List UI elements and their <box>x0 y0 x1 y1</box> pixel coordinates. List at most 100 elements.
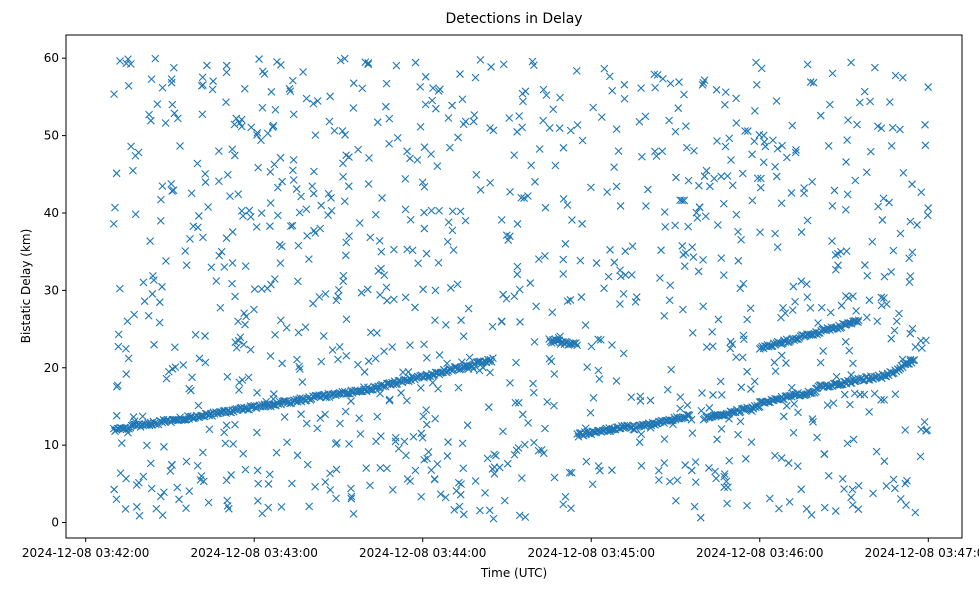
data-point <box>185 487 194 496</box>
data-point <box>332 465 341 474</box>
data-point <box>825 100 834 109</box>
data-point <box>243 405 252 414</box>
data-point <box>197 472 206 480</box>
data-point <box>743 501 751 510</box>
data-point <box>310 167 318 176</box>
data-point <box>847 371 856 379</box>
data-point <box>519 97 527 106</box>
data-point <box>567 504 575 513</box>
data-point <box>135 511 144 520</box>
data-point <box>695 203 704 211</box>
data-point <box>518 123 527 132</box>
data-point <box>309 189 318 198</box>
data-point <box>227 408 236 417</box>
data-point <box>844 294 853 302</box>
data-point <box>814 319 822 327</box>
data-point <box>111 203 119 212</box>
data-point <box>485 506 494 515</box>
data-point <box>282 323 291 332</box>
data-point <box>722 477 731 486</box>
data-point <box>696 513 705 522</box>
data-point <box>450 505 459 514</box>
data-point <box>687 415 696 424</box>
data-point <box>403 475 412 483</box>
data-point <box>244 373 253 382</box>
data-point <box>349 79 358 88</box>
data-point <box>694 181 703 190</box>
data-point <box>250 305 258 314</box>
x-tick-label: 2024-12-08 03:46:00 <box>696 546 823 560</box>
data-point <box>382 283 391 292</box>
data-point <box>231 292 239 301</box>
data-point <box>417 492 426 501</box>
data-point <box>700 76 709 85</box>
data-point <box>534 255 543 264</box>
data-point <box>616 202 625 210</box>
data-point <box>371 210 380 219</box>
data-point <box>457 358 466 367</box>
data-point <box>361 58 370 67</box>
data-point <box>761 142 770 151</box>
data-point <box>458 95 467 104</box>
data-point <box>303 460 312 469</box>
data-point <box>341 251 350 260</box>
data-point <box>333 438 341 447</box>
data-point <box>671 496 680 505</box>
data-point <box>148 421 156 429</box>
data-point <box>777 351 786 360</box>
data-point <box>471 73 480 82</box>
data-point <box>539 85 548 94</box>
data-point <box>231 420 239 429</box>
data-point <box>471 477 480 485</box>
data-point <box>518 89 527 98</box>
data-point <box>824 471 833 480</box>
data-point <box>222 68 231 77</box>
data-point <box>824 141 833 150</box>
data-point <box>327 193 335 202</box>
data-point <box>191 330 200 339</box>
data-point <box>882 300 891 309</box>
data-point <box>295 208 304 217</box>
data-point <box>789 282 798 291</box>
data-point <box>787 189 796 197</box>
data-point <box>273 183 282 192</box>
data-point <box>700 172 709 181</box>
data-point <box>732 210 741 219</box>
data-point <box>228 145 237 154</box>
data-point <box>772 97 781 105</box>
data-point <box>126 60 135 68</box>
data-point <box>682 143 691 152</box>
data-point <box>708 327 717 336</box>
y-tick-label: 20 <box>44 361 59 375</box>
data-point <box>747 438 756 447</box>
data-point <box>550 473 559 482</box>
data-point <box>887 141 896 150</box>
data-point <box>705 464 713 472</box>
data-point <box>563 201 572 209</box>
data-point <box>401 174 410 183</box>
data-point <box>135 478 143 487</box>
data-point <box>608 466 616 475</box>
data-point <box>235 119 244 128</box>
data-point <box>411 303 419 312</box>
data-point <box>414 259 423 268</box>
data-point <box>375 236 384 245</box>
data-point <box>448 207 457 216</box>
data-point <box>431 316 439 325</box>
data-point <box>771 367 780 376</box>
data-point <box>594 462 603 470</box>
data-point <box>424 448 433 456</box>
data-point <box>140 297 149 306</box>
data-point <box>578 219 587 228</box>
data-point <box>510 450 519 459</box>
data-point <box>258 103 267 112</box>
data-point <box>469 364 478 373</box>
data-point <box>756 183 765 192</box>
data-point <box>411 466 420 475</box>
data-point <box>656 274 664 282</box>
data-point <box>469 117 478 126</box>
data-point <box>713 221 722 229</box>
data-point <box>317 201 326 210</box>
data-point <box>592 259 601 267</box>
data-point <box>454 478 463 487</box>
